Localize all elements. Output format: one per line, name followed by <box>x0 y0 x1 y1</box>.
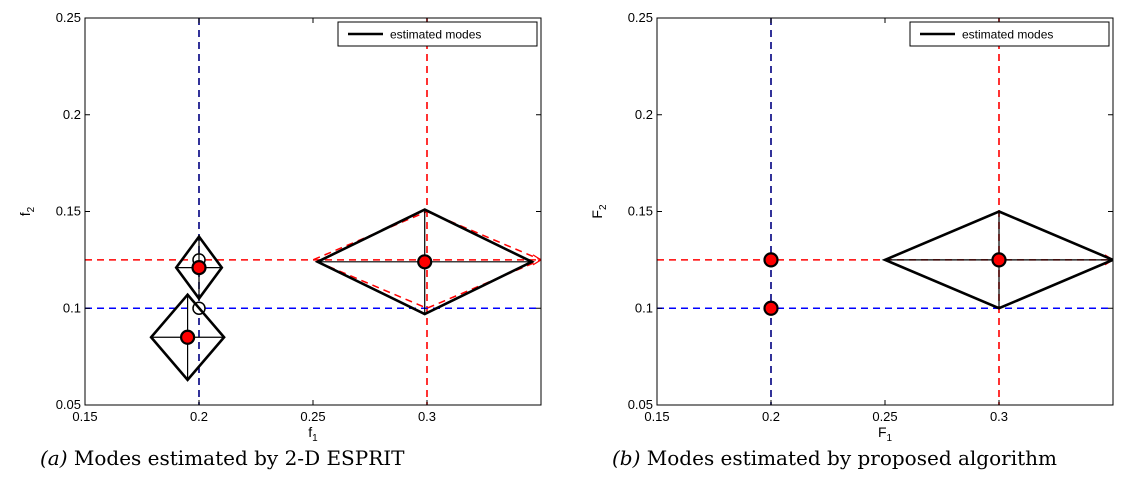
y-tick-label: 0.2 <box>635 107 653 122</box>
mode-marker <box>991 252 1007 268</box>
y-axis-label: f2 <box>17 206 37 216</box>
arrow-head <box>532 254 541 266</box>
plot-content <box>657 18 1113 405</box>
y-axis-label: F2 <box>589 204 609 219</box>
y-tick-label: 0.15 <box>628 204 653 219</box>
x-tick-label: 0.25 <box>872 409 897 424</box>
y-tick-label: 0.15 <box>56 204 81 219</box>
x-tick-label: 0.15 <box>644 409 669 424</box>
y-tick-label: 0.05 <box>56 397 81 412</box>
mode-marker <box>763 252 779 268</box>
x-axis-label: F1 <box>878 424 893 444</box>
x-tick-label: 0.15 <box>72 409 97 424</box>
x-tick-label: 0.25 <box>300 409 325 424</box>
legend-label: estimated modes <box>390 28 481 42</box>
mode-marker <box>417 254 433 270</box>
figure-caption: (b) Modes estimated by proposed algorith… <box>612 446 1057 470</box>
x-tick-label: 0.2 <box>190 409 208 424</box>
x-axis-label: f1 <box>308 424 318 444</box>
caption-label: (a) <box>40 446 68 470</box>
y-axis-label-sub: 2 <box>26 206 37 212</box>
x-axis-label-sub: 1 <box>887 433 893 444</box>
plot-area <box>85 18 541 405</box>
plot-content <box>85 18 541 405</box>
caption-text: Modes estimated by proposed algorithm <box>640 446 1057 470</box>
caption-label: (b) <box>612 446 640 470</box>
plot-area <box>657 18 1113 405</box>
mode-marker <box>763 300 779 316</box>
true-uncertainty-diamond <box>311 210 541 310</box>
caption-text: Modes estimated by 2-D ESPRIT <box>68 446 406 470</box>
mode-marker <box>191 260 207 276</box>
x-tick-label: 0.3 <box>990 409 1008 424</box>
y-tick-label: 0.1 <box>635 300 653 315</box>
y-tick-label: 0.25 <box>628 10 653 25</box>
x-axis-label-sub: 1 <box>312 433 318 444</box>
figure-caption: (a) Modes estimated by 2-D ESPRIT <box>40 446 405 470</box>
x-tick-label: 0.2 <box>762 409 780 424</box>
panel-b: 0.15 0.2 0.25 0.30.050.10.150.20.25F1F2esti… <box>589 10 1114 470</box>
legend-label: estimated modes <box>962 28 1053 42</box>
y-tick-label: 0.1 <box>63 300 81 315</box>
y-tick-label: 0.05 <box>628 397 653 412</box>
y-axis-label-sub: 2 <box>598 204 609 210</box>
y-tick-label: 0.25 <box>56 10 81 25</box>
x-tick-label: 0.3 <box>418 409 436 424</box>
y-tick-label: 0.2 <box>63 107 81 122</box>
mode-marker <box>180 329 196 345</box>
panel-a: 0.15 0.2 0.25 0.30.050.10.150.20.25f1f2esti… <box>17 10 542 470</box>
